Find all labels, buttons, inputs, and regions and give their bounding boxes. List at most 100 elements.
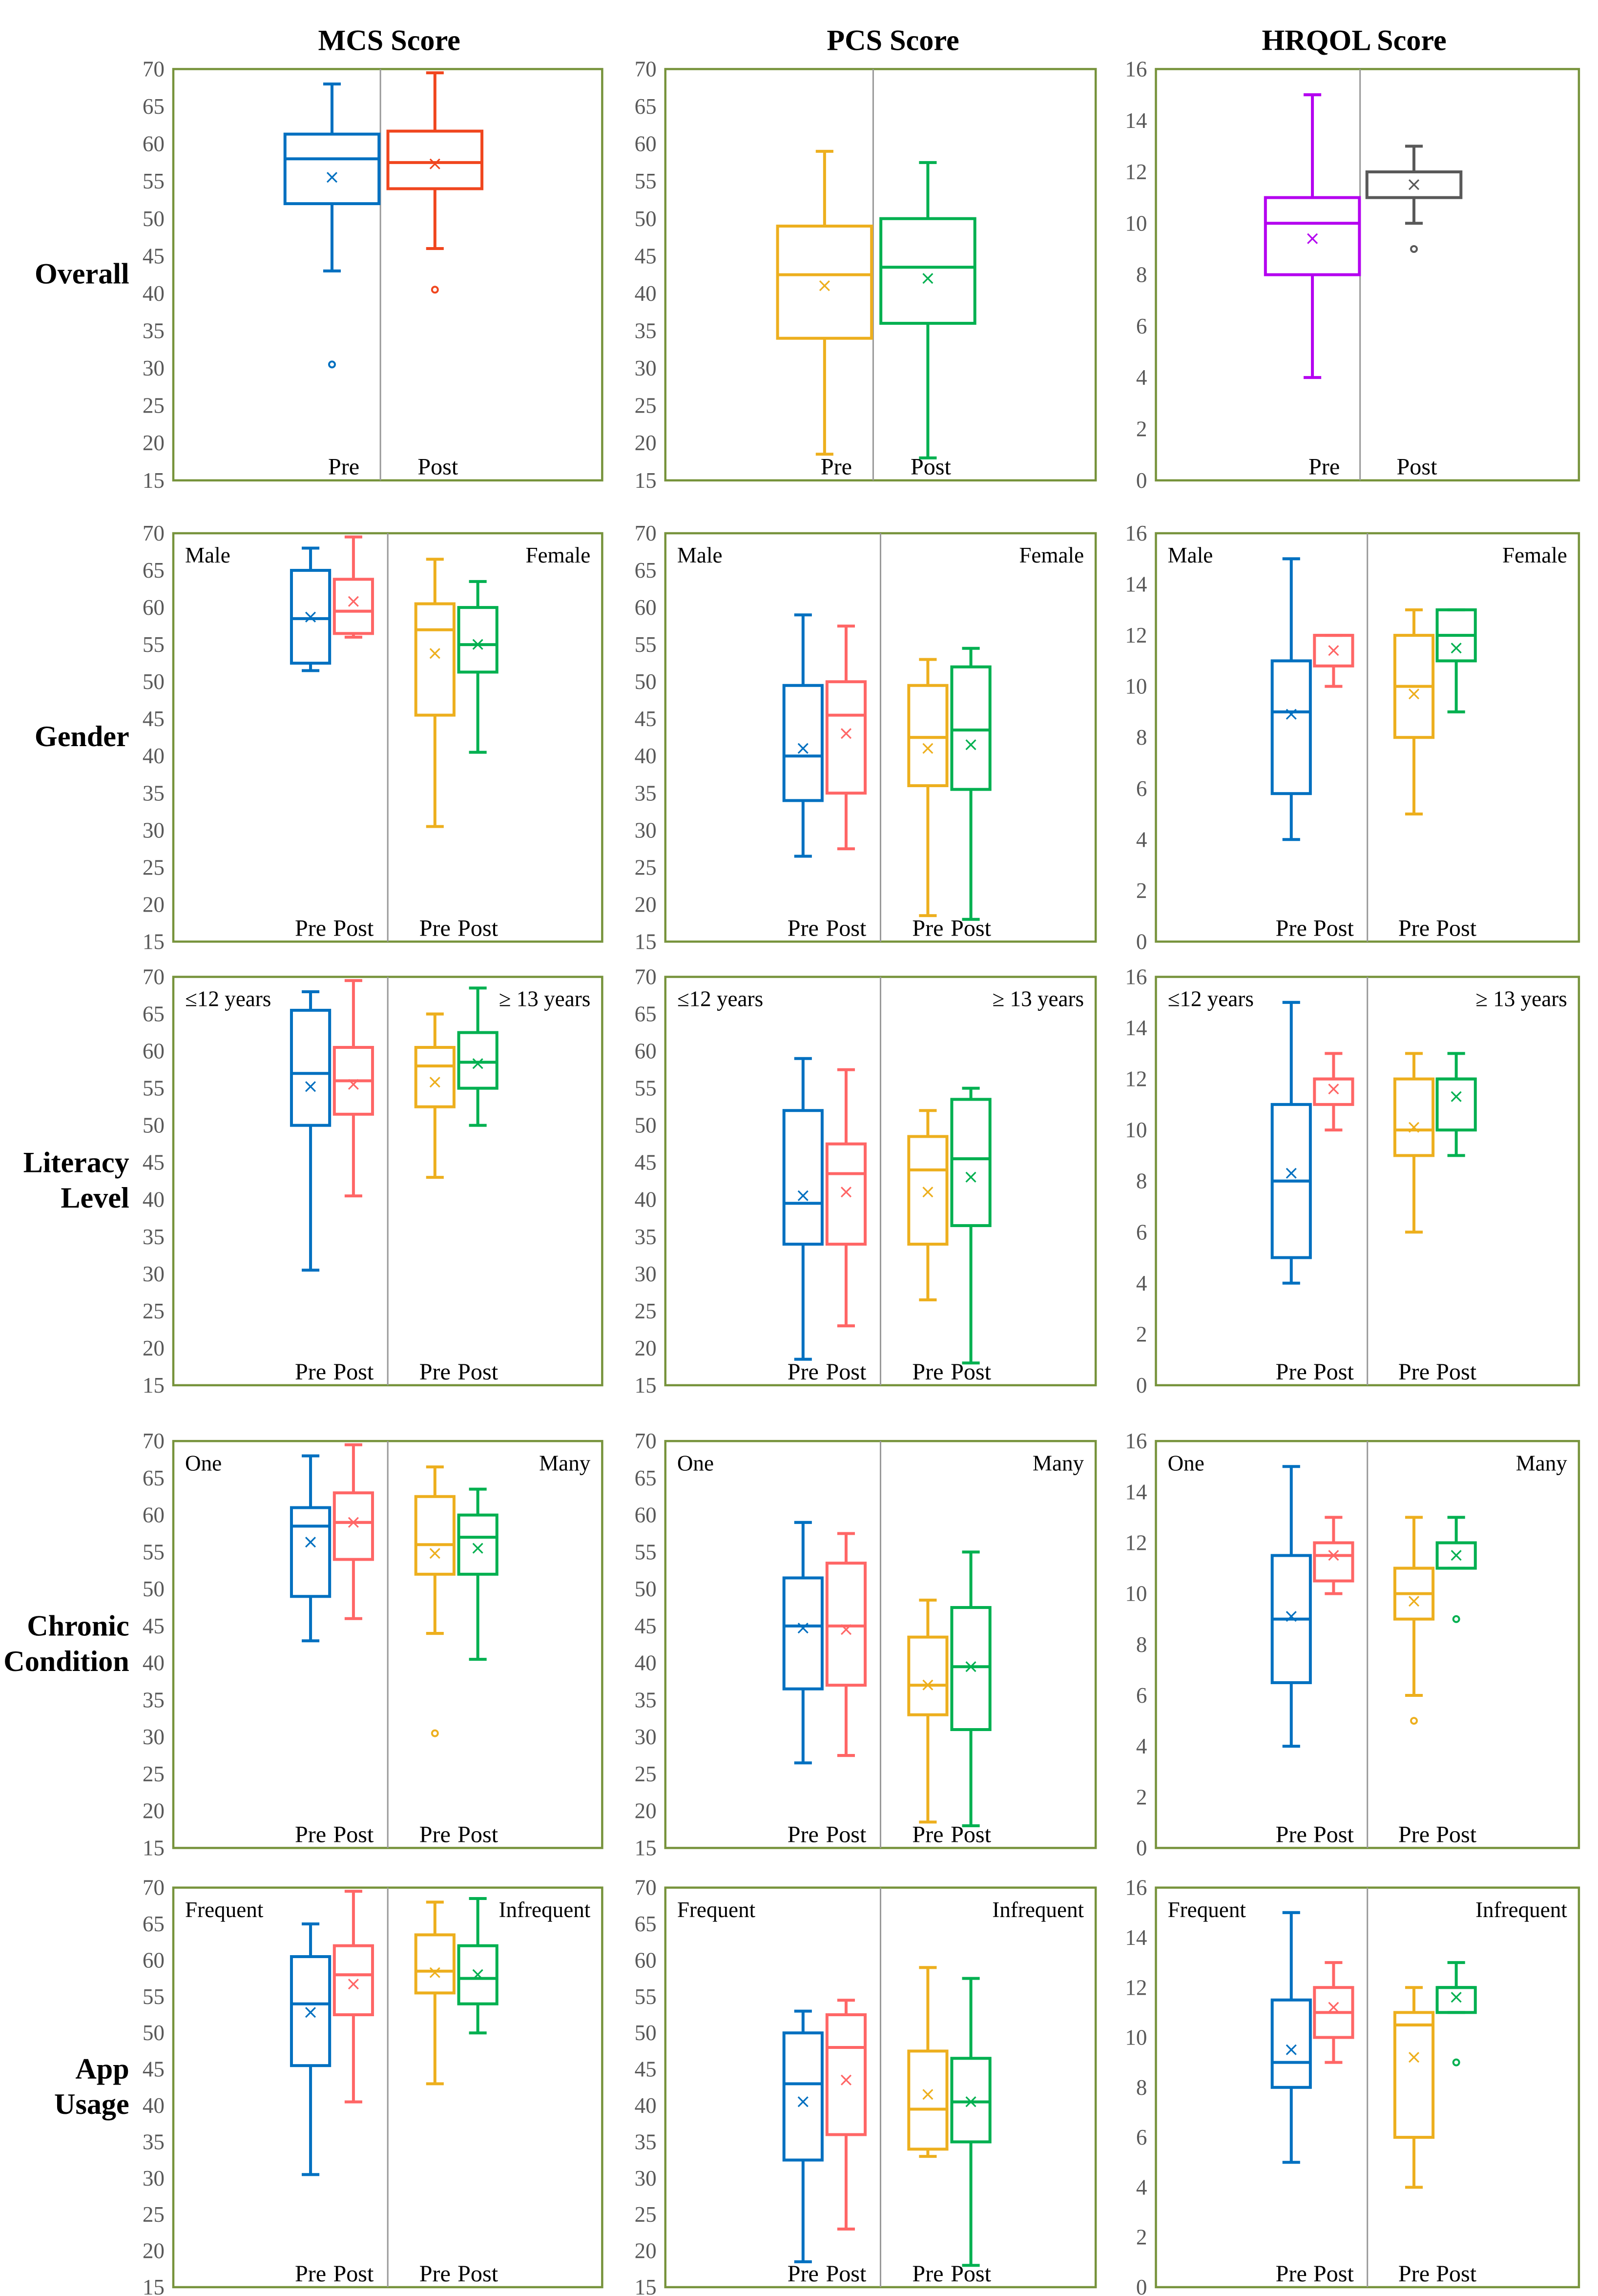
iqr-box	[879, 217, 976, 325]
x-category-label: Post	[951, 1821, 992, 1847]
x-category-label: Post	[826, 1821, 867, 1847]
iqr-box	[950, 1098, 992, 1227]
x-category-label: Post	[333, 2261, 374, 2287]
y-tick-label: 16	[1125, 1876, 1147, 1900]
mean-marker: ×	[816, 275, 832, 297]
y-tick-label: 6	[1136, 776, 1147, 801]
y-tick-label: 35	[143, 2129, 165, 2154]
y-tick-label: 30	[635, 356, 657, 380]
group-label: Infrequent	[498, 1898, 590, 1922]
iqr-box	[1393, 1077, 1435, 1157]
x-category-label: Pre	[419, 1821, 451, 1847]
iqr-box	[332, 1491, 374, 1561]
y-tick-label: 30	[635, 1725, 657, 1749]
plot-frame	[664, 68, 1097, 481]
x-category-label: Post	[1313, 915, 1354, 941]
group-label: ≤12 years	[185, 987, 271, 1011]
y-tick-label: 70	[143, 965, 165, 989]
mean-marker: ×	[427, 1962, 443, 1983]
mean-marker: ×	[346, 1511, 362, 1533]
iqr-box	[1270, 659, 1312, 795]
x-category-label: Post	[911, 454, 952, 480]
row-label: Gender	[35, 720, 129, 753]
y-tick-label: 70	[143, 1876, 165, 1900]
group-label: One	[677, 1451, 714, 1475]
y-tick-label: 50	[143, 669, 165, 694]
group-label: Male	[677, 543, 723, 567]
y-tick-label: 20	[635, 892, 657, 917]
y-tick-label: 25	[143, 1762, 165, 1786]
y-tick-label: 8	[1136, 263, 1147, 287]
x-category-label: Post	[1436, 2261, 1477, 2287]
mean-marker: ×	[470, 1963, 486, 1985]
y-tick-label: 25	[143, 2202, 165, 2227]
x-category-label: Pre	[1276, 915, 1307, 941]
y-tick-label: 20	[143, 1799, 165, 1823]
mean-marker: ×	[303, 1076, 319, 1098]
mean-marker: ×	[1283, 1606, 1299, 1628]
y-tick-label: 55	[635, 1540, 657, 1564]
y-tick-label: 6	[1136, 1683, 1147, 1708]
y-tick-label: 16	[1125, 965, 1147, 989]
y-tick-label: 15	[635, 468, 657, 493]
group-label: Many	[1033, 1451, 1084, 1475]
y-tick-label: 45	[635, 1150, 657, 1175]
x-category-label: Post	[333, 1821, 374, 1847]
y-tick-label: 20	[635, 431, 657, 455]
mean-marker: ×	[427, 153, 443, 175]
y-tick-label: 4	[1136, 365, 1147, 390]
iqr-box	[907, 684, 949, 788]
x-category-label: Post	[1436, 1359, 1477, 1385]
plot-frame	[1155, 68, 1580, 481]
iqr-box	[782, 684, 824, 802]
y-tick-label: 8	[1136, 1169, 1147, 1193]
y-tick-label: 65	[635, 1002, 657, 1026]
iqr-box	[332, 578, 374, 635]
y-tick-label: 55	[143, 632, 165, 657]
group-label: Male	[185, 543, 230, 567]
x-category-label: Pre	[1398, 915, 1430, 941]
row-label: Usage	[54, 2088, 129, 2121]
mean-marker: ×	[963, 2091, 979, 2113]
outlier-point	[431, 1729, 439, 1737]
mean-marker: ×	[1283, 703, 1299, 725]
iqr-box	[1313, 1541, 1354, 1583]
y-tick-label: 55	[143, 1076, 165, 1101]
mean-marker: ×	[303, 1531, 319, 1553]
y-tick-label: 50	[635, 669, 657, 694]
x-category-label: Post	[333, 1359, 374, 1385]
x-category-label: Pre	[1276, 1359, 1307, 1385]
x-category-label: Pre	[295, 1821, 326, 1847]
iqr-box	[825, 1142, 867, 1246]
x-category-label: Post	[457, 1359, 498, 1385]
y-tick-label: 50	[143, 1113, 165, 1138]
outlier-point	[1452, 1615, 1460, 1623]
y-tick-label: 30	[143, 1725, 165, 1749]
mean-marker: ×	[838, 723, 854, 745]
y-tick-label: 0	[1136, 1836, 1147, 1860]
y-tick-label: 45	[143, 1150, 165, 1175]
group-label: Frequent	[1168, 1898, 1246, 1922]
x-category-label: Pre	[295, 1359, 326, 1385]
y-tick-label: 30	[635, 1262, 657, 1286]
y-tick-label: 60	[635, 1948, 657, 1972]
mean-marker: ×	[1283, 1162, 1299, 1184]
iqr-box	[950, 2057, 992, 2144]
y-tick-label: 45	[635, 1614, 657, 1638]
y-tick-label: 0	[1136, 468, 1147, 493]
mean-marker: ×	[920, 1674, 936, 1696]
mean-marker: ×	[1326, 1545, 1342, 1566]
group-label: ≥ 13 years	[499, 987, 591, 1011]
y-tick-label: 25	[635, 2202, 657, 2227]
x-category-label: Pre	[1276, 1821, 1307, 1847]
mean-marker: ×	[920, 2084, 936, 2106]
iqr-box	[457, 1944, 498, 2005]
y-tick-label: 20	[635, 2239, 657, 2263]
y-tick-label: 35	[143, 1225, 165, 1249]
x-category-label: Pre	[912, 915, 943, 941]
x-category-label: Post	[1313, 1821, 1354, 1847]
y-tick-label: 60	[635, 1503, 657, 1527]
y-tick-label: 15	[635, 1836, 657, 1860]
y-tick-label: 25	[635, 1299, 657, 1323]
iqr-box	[290, 1955, 332, 2067]
